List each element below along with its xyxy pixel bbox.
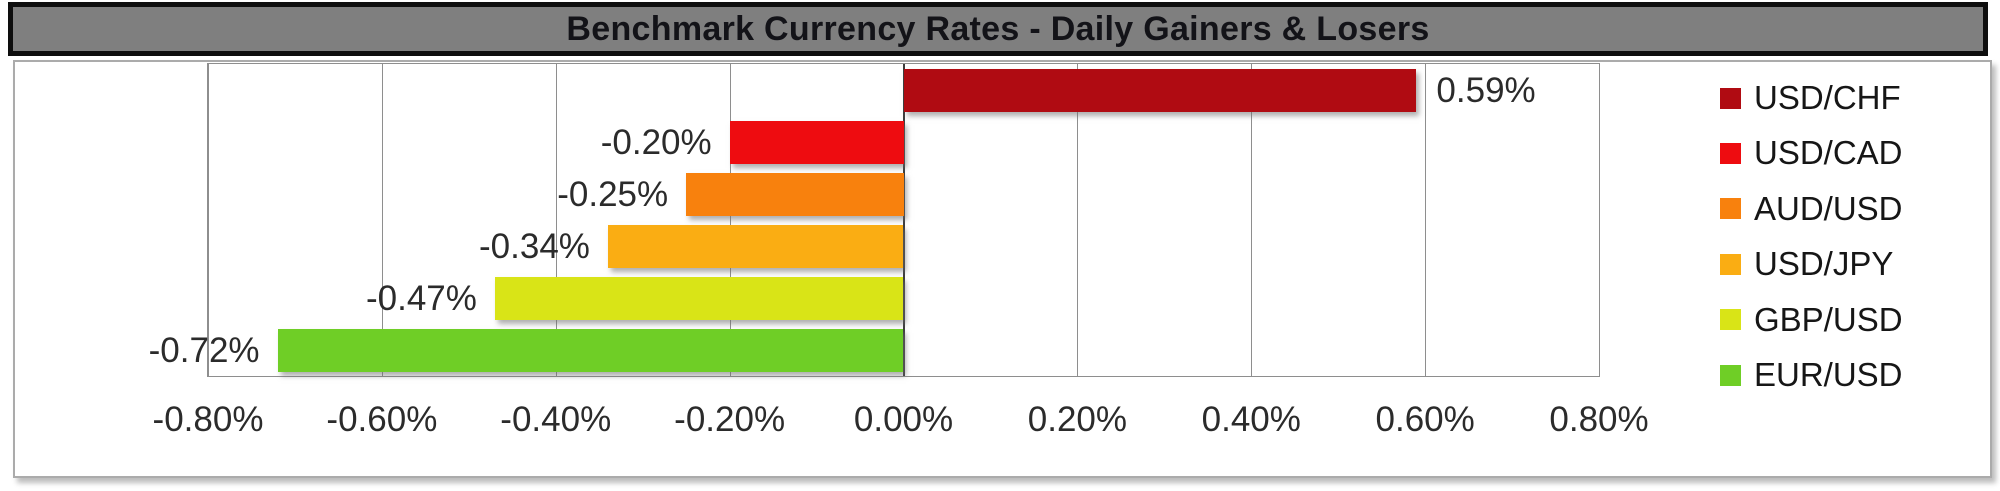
legend-label: GBP/USD <box>1754 300 1903 338</box>
gridline <box>1425 64 1427 376</box>
zero-gridline <box>902 64 905 376</box>
legend-label: USD/JPY <box>1754 245 1894 283</box>
legend-swatch-icon <box>1720 142 1741 164</box>
gridline <box>381 64 383 376</box>
bar-value-label: 0.59% <box>1436 70 1536 110</box>
legend-label: USD/CAD <box>1754 134 1903 172</box>
x-axis-tick-label: 0.40% <box>1201 400 1301 439</box>
gridline <box>555 64 557 376</box>
x-axis-tick-label: 0.20% <box>1027 400 1127 439</box>
chart-title-bar: Benchmark Currency Rates - Daily Gainers… <box>8 2 1988 56</box>
legend: USD/CHF USD/CAD AUD/USD USD/JPY GBP/USD EUR/U… <box>1720 62 1990 476</box>
gridline <box>208 64 209 376</box>
bar-value-label: -0.72% <box>148 330 260 370</box>
chart-title: Benchmark Currency Rates - Daily Gainers… <box>566 9 1430 48</box>
bar-aud-usd[interactable] <box>686 172 904 216</box>
legend-swatch-icon <box>1720 364 1741 386</box>
legend-swatch-icon <box>1720 198 1741 220</box>
legend-swatch-icon <box>1720 309 1741 331</box>
bar-usd-jpy[interactable] <box>607 224 904 268</box>
chart-area: 0.59% -0.20% -0.25% -0.34% -0.47% -0.72% USD/… <box>13 60 1992 478</box>
bar-value-label: -0.25% <box>557 174 669 214</box>
legend-swatch-icon <box>1720 87 1741 109</box>
bar-usd-cad[interactable] <box>729 120 904 164</box>
legend-label: AUD/USD <box>1754 189 1903 227</box>
bar-usd-chf[interactable] <box>903 68 1417 112</box>
gridline <box>1251 64 1253 376</box>
gridline <box>1077 64 1079 376</box>
legend-swatch-icon <box>1720 253 1741 275</box>
x-axis-tick-label: -0.20% <box>674 400 786 439</box>
legend-label: EUR/USD <box>1754 356 1903 393</box>
legend-item-gbp-usd[interactable]: GBP/USD <box>1720 293 1903 347</box>
bar-gbp-usd[interactable] <box>494 276 904 320</box>
legend-item-usd-cad[interactable]: USD/CAD <box>1720 126 1903 180</box>
legend-item-aud-usd[interactable]: AUD/USD <box>1720 182 1903 236</box>
plot-area: 0.59% -0.20% -0.25% -0.34% -0.47% -0.72% <box>149 63 1600 377</box>
legend-item-usd-jpy[interactable]: USD/JPY <box>1720 237 1893 291</box>
gridline <box>1599 64 1600 376</box>
legend-label: USD/CHF <box>1754 79 1901 116</box>
bar-value-label: -0.34% <box>479 226 590 266</box>
x-axis-tick-label: -0.60% <box>326 400 438 439</box>
legend-item-eur-usd[interactable]: EUR/USD <box>1720 348 1903 402</box>
x-axis-tick-label: 0.00% <box>853 400 954 439</box>
legend-item-usd-chf[interactable]: USD/CHF <box>1720 71 1901 125</box>
gridline <box>729 64 731 376</box>
x-axis-tick-label: -0.80% <box>152 400 264 439</box>
x-axis-tick-label: -0.40% <box>500 400 612 439</box>
x-axis-tick-label: 0.60% <box>1375 400 1475 439</box>
bar-eur-usd[interactable] <box>277 328 904 372</box>
x-axis-tick-label: 0.80% <box>1549 400 1649 439</box>
bar-value-label: -0.20% <box>600 122 712 162</box>
bar-value-label: -0.47% <box>366 278 477 318</box>
